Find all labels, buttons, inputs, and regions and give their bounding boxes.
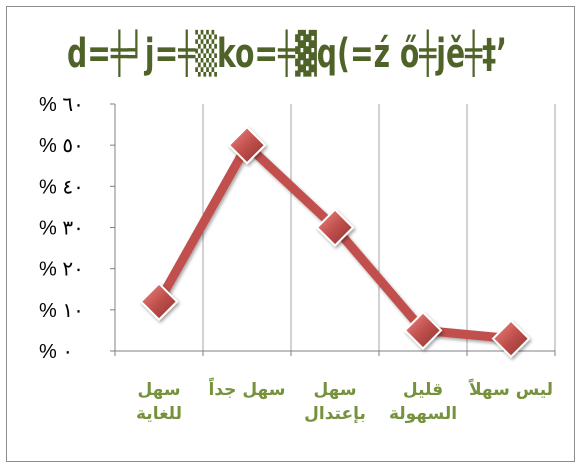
- x-category-label: سهل جداً: [208, 376, 285, 400]
- data-point-marker: [403, 311, 443, 350]
- y-tick-label: % ٢٠: [39, 259, 84, 281]
- y-tick-label: % ٥٠: [39, 135, 84, 157]
- line-chart: d=╪╛j=╪▒ko=╪▓q(=ź ő╪jě╪‡’ % ٠ % ١٠ % ٢٠ % ٣…: [39, 29, 556, 424]
- y-tick-label: % ٣٠: [39, 218, 84, 240]
- x-category-label: سهل للغاية: [136, 380, 182, 424]
- y-tick-label: % ١٠: [39, 300, 84, 322]
- data-point-marker: [139, 282, 179, 322]
- data-point-marker: [315, 208, 355, 247]
- y-axis-ticks: % ٠ % ١٠ % ٢٠ % ٣٠ % ٤٠ % ٥٠ % ٦٠: [39, 94, 115, 363]
- y-tick-label: % ٤٠: [39, 176, 84, 198]
- y-tick-label: % ٠: [39, 341, 73, 363]
- chart-title: d=╪╛j=╪▒ko=╪▓q(=ź ő╪jě╪‡’: [67, 29, 507, 77]
- gridlines: [202, 104, 556, 351]
- x-category-label: سهل بإعتدال: [304, 380, 366, 424]
- data-point-marker: [491, 319, 531, 359]
- x-axis-categories: سهل للغاية سهل جداً سهل بإعتدال قليل السهولة لي…: [136, 376, 553, 424]
- y-tick-label: % ٦٠: [39, 94, 84, 116]
- x-category-label: قليل السهولة: [389, 380, 457, 424]
- data-point-marker: [227, 125, 267, 165]
- series-markers: [139, 125, 531, 359]
- chart-frame: d=╪╛j=╪▒ko=╪▓q(=ź ő╪jě╪‡’ % ٠ % ١٠ % ٢٠ % ٣…: [6, 6, 575, 462]
- x-category-label: ليس سهلاً: [468, 378, 553, 400]
